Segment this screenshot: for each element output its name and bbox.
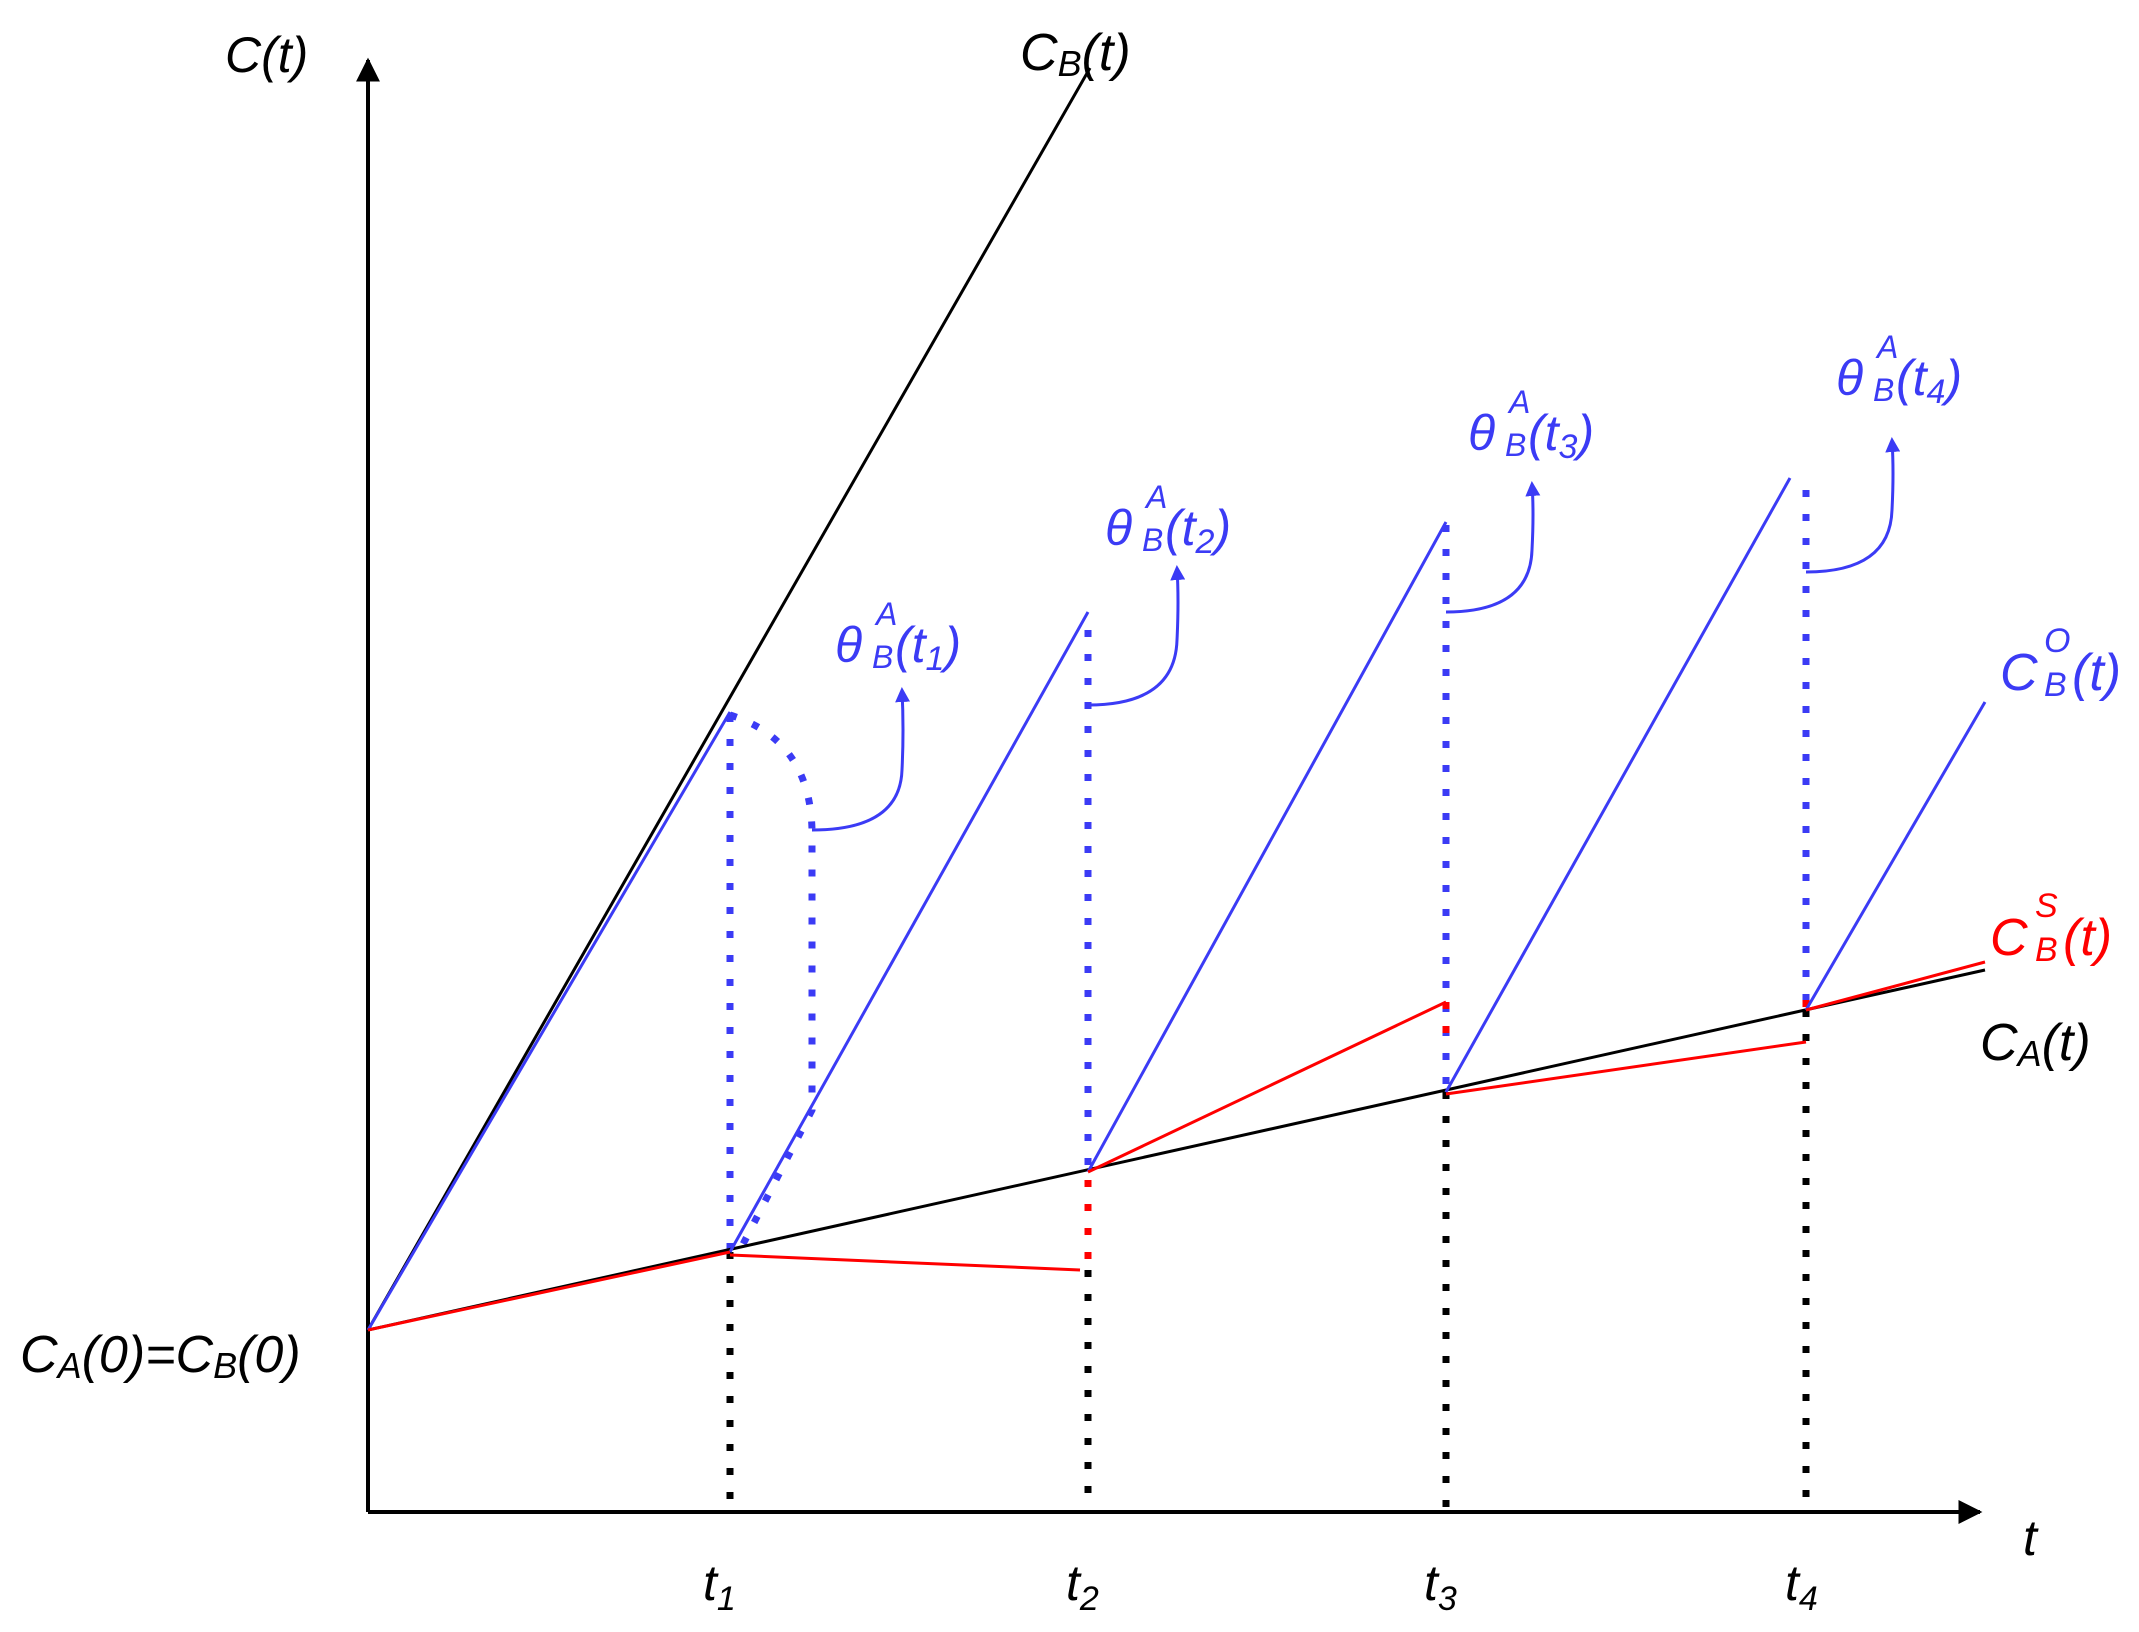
svg-text:A: A <box>1507 384 1530 420</box>
observed-seg-4 <box>1804 701 1987 1011</box>
svg-text:C: C <box>2000 644 2038 702</box>
svg-text:A: A <box>1144 479 1167 515</box>
theta-label-t4: θ A B (t4) <box>1836 329 1962 411</box>
svg-text:B: B <box>1505 427 1526 463</box>
synced-seg-1 <box>729 1253 1081 1272</box>
sync-guides <box>1084 1000 1810 1262</box>
clock-a-label: CA(t) <box>1980 1014 2091 1074</box>
synced-seg-0 <box>367 1250 731 1332</box>
tick-label-t2: t2 <box>1066 1555 1099 1618</box>
observed-seg-1 <box>728 611 1090 1253</box>
observed-label: C O B (t) <box>2000 622 2121 704</box>
svg-text:S: S <box>2035 887 2058 925</box>
offset-arrow-t4 <box>1805 437 1901 574</box>
svg-text:B: B <box>2044 666 2067 704</box>
axes <box>356 57 1983 1524</box>
synced-seg-2 <box>1087 1000 1447 1174</box>
clock-b-line <box>366 67 1092 1331</box>
observed-segments <box>366 477 1987 1331</box>
synced-segments <box>367 960 1986 1332</box>
synced-seg-3 <box>1445 1040 1807 1096</box>
offset-arrow-t3 <box>1445 481 1541 614</box>
svg-text:θ: θ <box>1836 350 1863 406</box>
svg-text:A: A <box>874 596 897 632</box>
svg-text:B: B <box>1873 372 1894 408</box>
x-axis-label: t <box>2023 1510 2039 1566</box>
svg-text:(t3): (t3) <box>1528 405 1594 466</box>
svg-text:(t): (t) <box>2063 909 2112 967</box>
synced-seg-4 <box>1805 960 1986 1012</box>
time-guides <box>726 1010 1810 1512</box>
svg-text:θ: θ <box>1468 405 1495 461</box>
svg-text:B: B <box>872 639 893 675</box>
svg-text:(t2): (t2) <box>1165 500 1231 561</box>
theta-label-t3: θ A B (t3) <box>1468 384 1594 466</box>
clock-b-label: CB(t) <box>1020 24 1131 84</box>
svg-text:(t4): (t4) <box>1896 350 1962 411</box>
offset-curve-t1 <box>728 711 816 1252</box>
svg-text:A: A <box>1875 329 1898 365</box>
svg-text:B: B <box>2035 931 2058 969</box>
synced-label: C S B (t) <box>1990 887 2112 969</box>
tick-label-t4: t4 <box>1785 1555 1818 1618</box>
clock-a-line <box>367 968 1986 1332</box>
observed-seg-3 <box>1444 477 1792 1093</box>
tick-label-t1: t1 <box>703 1555 736 1618</box>
offset-arrow-t2 <box>1087 565 1186 707</box>
tick-label-t3: t3 <box>1424 1555 1457 1618</box>
observed-seg-0 <box>366 711 732 1331</box>
theta-label-t1: θ A B (t1) <box>835 596 961 678</box>
offset-guides <box>726 490 1810 1252</box>
reference-lines <box>366 67 1986 1332</box>
svg-text:O: O <box>2044 622 2070 660</box>
observed-seg-2 <box>1086 521 1448 1173</box>
svg-text:(t): (t) <box>2072 644 2121 702</box>
origin-label: CA(0)=CB(0) <box>20 1326 301 1386</box>
tick-labels: t1 t2 t3 t4 <box>703 1555 1818 1618</box>
offset-arrows <box>811 437 1901 832</box>
svg-text:θ: θ <box>1105 500 1132 556</box>
svg-text:(t1): (t1) <box>895 617 961 678</box>
svg-text:B: B <box>1142 522 1163 558</box>
svg-text:C: C <box>1990 909 2028 967</box>
theta-label-t2: θ A B (t2) <box>1105 479 1231 561</box>
svg-text:θ: θ <box>835 617 862 673</box>
offset-arrow-t1 <box>811 687 911 832</box>
y-axis-label: C(t) <box>225 27 308 83</box>
